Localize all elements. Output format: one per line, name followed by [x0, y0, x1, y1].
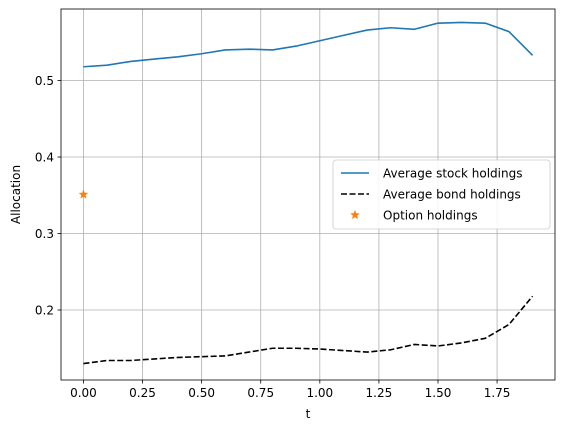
axis-ticks: 0.00 0.25 0.50 0.75 1.00 1.25 1.50 1.75 0.2 0.3 0.… — [35, 74, 511, 400]
x-tick-label: 0.50 — [188, 386, 215, 400]
y-tick-label: 0.2 — [35, 304, 54, 318]
plot-series — [78, 21, 534, 365]
x-tick-label: 1.25 — [366, 386, 393, 400]
x-tick-label: 1.50 — [425, 386, 452, 400]
legend-box — [332, 159, 551, 230]
x-tick-label: 0.25 — [129, 386, 156, 400]
legend: Average stock holdings Average bond holdi… — [332, 159, 551, 230]
x-axis-label: t — [306, 407, 311, 421]
legend-label: Average stock holdings — [383, 167, 522, 181]
y-axis-label: Allocation — [9, 165, 23, 224]
x-tick-label: 1.00 — [306, 386, 333, 400]
x-tick-label: 0.75 — [247, 386, 274, 400]
y-tick-label: 0.4 — [35, 151, 54, 165]
legend-label: Average bond holdings — [383, 188, 521, 202]
y-tick-label: 0.3 — [35, 227, 54, 241]
legend-swatch-option — [350, 209, 360, 220]
option-holdings-point — [78, 189, 89, 199]
plot-frame — [60, 8, 556, 381]
y-tick-label: 0.5 — [35, 74, 54, 88]
legend-label: Option holdings — [383, 209, 478, 223]
stock-holdings-line — [83, 21, 534, 68]
x-tick-label: 0.00 — [70, 386, 97, 400]
x-tick-label: 1.75 — [484, 386, 511, 400]
bond-holdings-line — [83, 295, 534, 365]
